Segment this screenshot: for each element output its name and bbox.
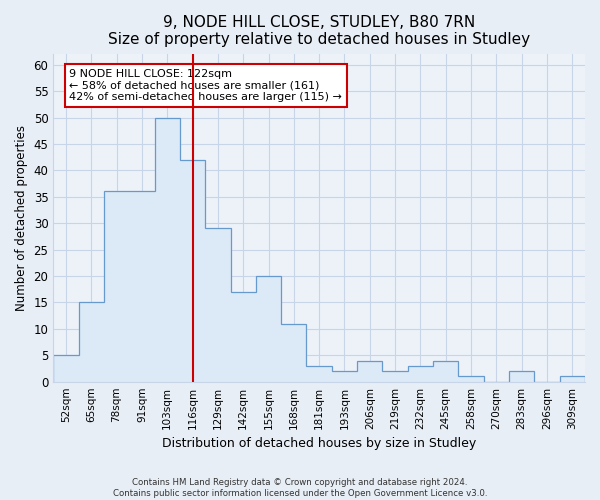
Text: 9 NODE HILL CLOSE: 122sqm
← 58% of detached houses are smaller (161)
42% of semi: 9 NODE HILL CLOSE: 122sqm ← 58% of detac… <box>69 69 342 102</box>
Title: 9, NODE HILL CLOSE, STUDLEY, B80 7RN
Size of property relative to detached house: 9, NODE HILL CLOSE, STUDLEY, B80 7RN Siz… <box>108 15 530 48</box>
Y-axis label: Number of detached properties: Number of detached properties <box>15 125 28 311</box>
Text: Contains HM Land Registry data © Crown copyright and database right 2024.
Contai: Contains HM Land Registry data © Crown c… <box>113 478 487 498</box>
X-axis label: Distribution of detached houses by size in Studley: Distribution of detached houses by size … <box>162 437 476 450</box>
